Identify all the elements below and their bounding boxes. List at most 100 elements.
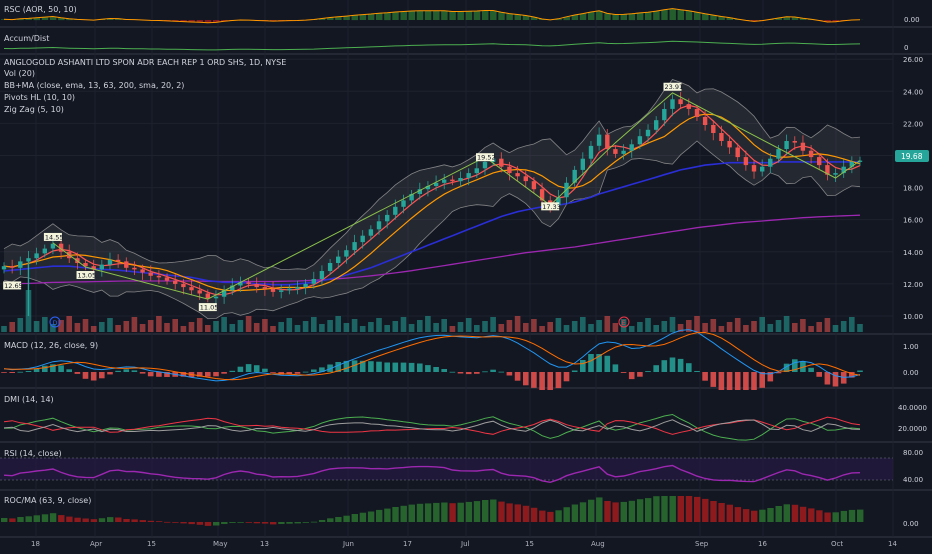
x-tick-label: 18 [31, 540, 40, 548]
volume-bar [295, 325, 301, 332]
macd-hist-bar [83, 372, 89, 379]
volume-bar [596, 320, 602, 332]
roc-bar [115, 518, 121, 523]
rsc-bar [368, 14, 374, 20]
roc-bar [368, 512, 374, 523]
roc-bar [710, 501, 716, 522]
candle-body [263, 287, 267, 289]
roc-bar [735, 507, 741, 522]
candle-body [2, 266, 6, 269]
volume-bar [213, 321, 219, 332]
macd-hist-bar [539, 372, 545, 390]
macd-hist-bar [311, 370, 317, 373]
roc-bar [466, 502, 472, 522]
roc-bar [164, 522, 170, 523]
roc-bar [727, 505, 733, 522]
price-tick-label: 16.00 [903, 217, 923, 225]
candle-body [784, 141, 788, 149]
macd-hist-bar [735, 372, 741, 390]
roc-bar [759, 510, 765, 522]
roc-bar [792, 505, 798, 522]
roc-bar [417, 504, 423, 522]
macd-hist-bar [564, 372, 570, 381]
rsc-bar [588, 12, 594, 20]
volume-bar [83, 319, 89, 332]
volume-bar [776, 320, 782, 332]
volume-bar [719, 326, 725, 332]
candle-body [638, 136, 642, 144]
macd-hist-bar [368, 361, 374, 372]
candle-body [654, 120, 658, 130]
volume-bar [91, 326, 97, 332]
macd-hist-bar [34, 369, 40, 372]
rsc-bar [376, 13, 382, 20]
macd-hist-bar [466, 372, 472, 374]
volume-bar [303, 321, 309, 332]
volume-bar [580, 317, 586, 332]
volume-bar [841, 321, 847, 332]
volume-bar [360, 326, 366, 332]
rsi-tick-40: 40.00 [903, 476, 923, 484]
macd-hist-bar [857, 371, 863, 373]
legend-bb-ma: BB+MA (close, ema, 13, 63, 200, sma, 20,… [4, 81, 184, 90]
event-marker-letter: E [622, 319, 626, 327]
candle-body [214, 297, 218, 299]
volume-bar [278, 322, 284, 332]
roc-bar [17, 517, 23, 522]
candle-body [312, 279, 316, 284]
macd-hist-bar [743, 372, 749, 390]
volume-bar [1, 326, 7, 332]
candle-body [589, 146, 593, 159]
roc-bar [189, 522, 195, 524]
macd-hist-bar [482, 371, 488, 372]
volume-bar [702, 323, 708, 332]
roc-bar [327, 518, 333, 522]
pivot-value: 11.05 [200, 304, 219, 312]
roc-bar [360, 513, 366, 522]
candle-body [132, 268, 136, 270]
candle-body [328, 263, 332, 271]
macd-hist-bar [18, 372, 24, 373]
candle-body [303, 284, 307, 287]
volume-bar [352, 319, 358, 332]
roc-bar [678, 496, 684, 522]
x-tick-label: Sep [695, 540, 709, 548]
roc-bar [295, 522, 301, 523]
x-tick-label: 14 [888, 540, 897, 548]
rsc-bar [474, 11, 480, 20]
macd-hist-bar [124, 369, 130, 372]
candle-body [515, 173, 519, 176]
candle-body [295, 287, 299, 289]
candle-body [719, 133, 723, 141]
macd-tick-0: 0.00 [903, 369, 919, 377]
candle-body [524, 176, 528, 181]
candle-body [776, 149, 780, 159]
volume-bar [319, 324, 325, 332]
macd-hist-bar [825, 372, 831, 385]
roc-bar [653, 496, 659, 522]
roc-bar [555, 510, 561, 522]
rsi-label: RSI (14, close) [4, 449, 62, 458]
volume-bar [433, 323, 439, 332]
macd-hist-bar [711, 372, 717, 387]
candle-body [255, 284, 259, 287]
last-price-label: 19.68 [901, 152, 923, 161]
candle-body [271, 289, 275, 292]
volume-bar [564, 325, 570, 332]
roc-bar [303, 522, 309, 523]
macd-hist-bar [694, 371, 700, 372]
volume-bar [344, 323, 350, 332]
roc-tick-zero: 0.00 [903, 520, 919, 528]
accum-dist-tick-zero: 0 [904, 44, 908, 52]
roc-bar [474, 501, 480, 522]
volume-bar [417, 320, 423, 332]
volume-bar [238, 320, 244, 332]
candle-body [621, 151, 625, 154]
macd-hist-bar [686, 363, 692, 372]
roc-bar [433, 503, 439, 522]
legend-volume: Vol (20) [4, 69, 35, 78]
candle-body [801, 143, 805, 151]
roc-bar [637, 499, 643, 522]
volume-bar [384, 325, 390, 332]
